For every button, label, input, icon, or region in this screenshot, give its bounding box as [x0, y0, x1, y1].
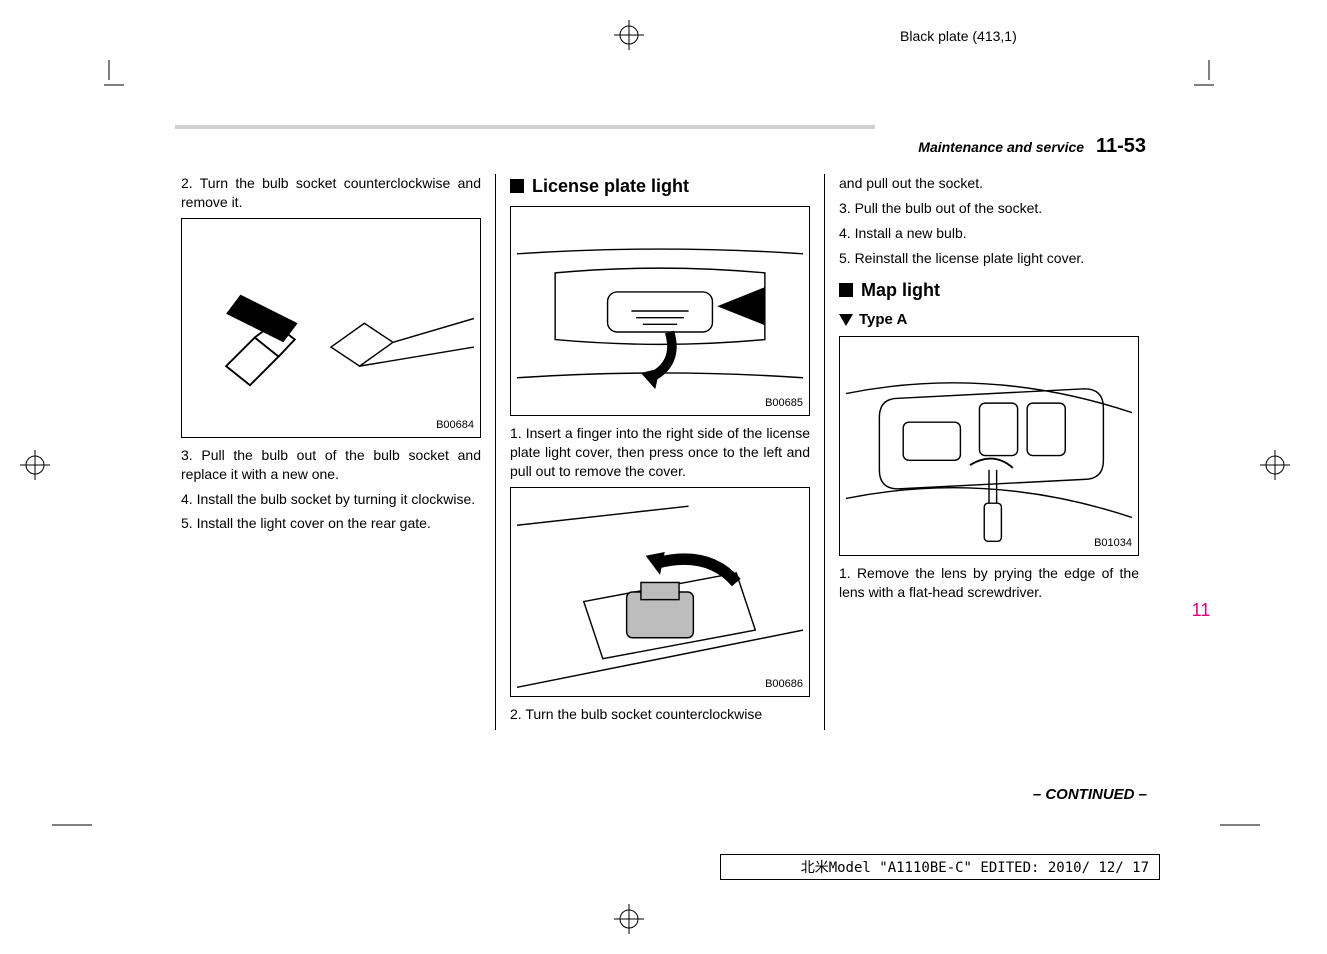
continued-marker: – CONTINUED –	[1033, 786, 1147, 803]
step-text: 2. Turn the bulb socket counterclockwise	[510, 705, 810, 724]
square-bullet-icon	[839, 283, 853, 297]
step-text: 2. Turn the bulb socket counterclockwise…	[181, 174, 481, 212]
figure-art	[517, 213, 803, 409]
top-rule	[175, 125, 875, 129]
heading-license-plate-light: License plate light	[510, 174, 810, 198]
heading-map-light: Map light	[839, 278, 1139, 302]
figure-art	[517, 494, 803, 690]
page-content: Maintenance and service 11-53 2. Turn th…	[175, 125, 1150, 730]
three-column-layout: 2. Turn the bulb socket counterclockwise…	[175, 174, 1150, 730]
column-3: and pull out the socket. 3. Pull the bul…	[833, 174, 1145, 730]
figure-art	[188, 225, 474, 431]
step-text: 3. Pull the bulb out of the bulb socket …	[181, 446, 481, 484]
step-text: 5. Reinstall the license plate light cov…	[839, 249, 1139, 268]
footer-model-info: 北米Model "A1110BE-C" EDITED: 2010/ 12/ 17	[720, 854, 1160, 880]
page-number: 11-53	[1096, 135, 1146, 157]
figure-map-light: B01034	[839, 336, 1139, 556]
heading-text: License plate light	[532, 174, 689, 198]
heading-text: Map light	[861, 278, 940, 302]
figure-license-plate-cover: B00685	[510, 206, 810, 416]
step-text: and pull out the socket.	[839, 174, 1139, 193]
square-bullet-icon	[510, 179, 524, 193]
column-2: License plate light	[504, 174, 816, 730]
figure-art	[846, 343, 1132, 549]
crop-mark-bl	[52, 810, 102, 845]
step-text: 4. Install a new bulb.	[839, 224, 1139, 243]
figure-id: B00686	[765, 677, 803, 692]
registration-mark-bottom	[614, 904, 644, 934]
chapter-tab: 11	[1185, 594, 1217, 626]
step-text: 4. Install the bulb socket by turning it…	[181, 490, 481, 509]
column-1: 2. Turn the bulb socket counterclockwise…	[175, 174, 487, 730]
triangle-bullet-icon	[839, 314, 853, 326]
registration-mark-top	[614, 20, 644, 50]
crop-mark-tl	[94, 60, 124, 95]
registration-mark-left	[20, 450, 50, 480]
registration-mark-right	[1260, 450, 1290, 480]
column-separator	[824, 174, 825, 730]
figure-bulb-socket-remove: B00684	[181, 218, 481, 438]
figure-license-plate-socket: B00686	[510, 487, 810, 697]
step-text: 1. Remove the lens by prying the edge of…	[839, 564, 1139, 602]
section-title: Maintenance and service	[918, 139, 1084, 155]
step-text: 3. Pull the bulb out of the socket.	[839, 199, 1139, 218]
figure-id: B00684	[436, 418, 474, 433]
step-text: 5. Install the light cover on the rear g…	[181, 514, 481, 533]
figure-id: B01034	[1094, 536, 1132, 551]
column-separator	[495, 174, 496, 730]
print-header: Black plate (413,1)	[900, 28, 1017, 44]
subheading-text: Type A	[859, 310, 907, 330]
running-head: Maintenance and service 11-53	[175, 135, 1150, 158]
step-text: 1. Insert a finger into the right side o…	[510, 424, 810, 481]
crop-mark-br	[1210, 810, 1260, 845]
crop-mark-tr	[1194, 60, 1224, 95]
figure-id: B00685	[765, 396, 803, 411]
subheading-type-a: Type A	[839, 310, 1139, 330]
